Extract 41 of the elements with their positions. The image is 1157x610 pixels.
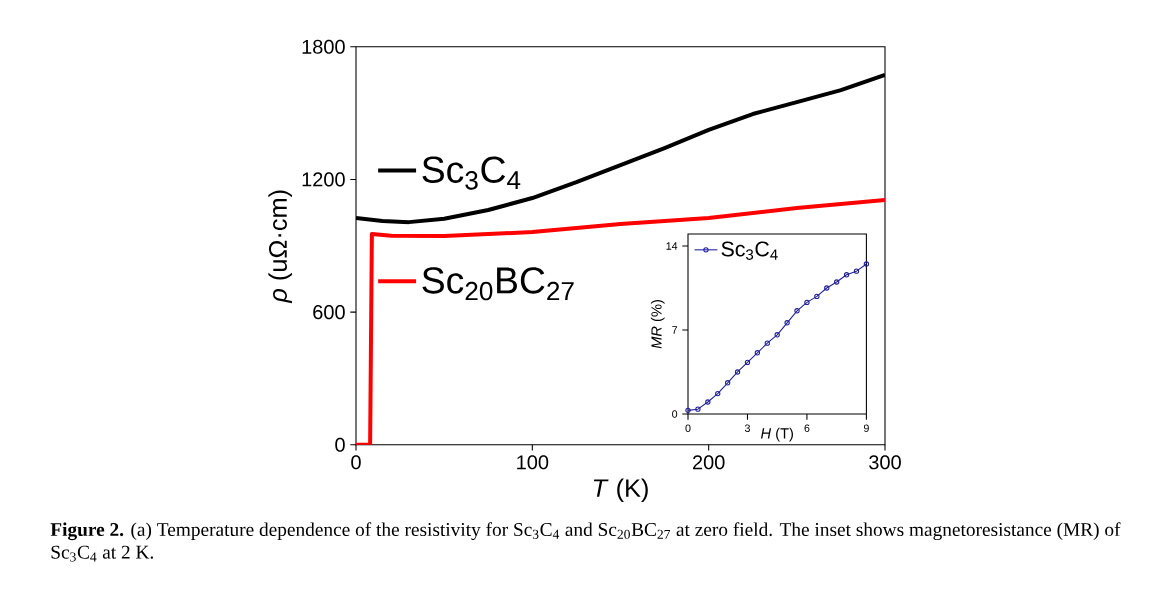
y-tick-label: 0: [672, 410, 678, 418]
point: [794, 308, 800, 314]
x-tick-label: 200: [692, 455, 725, 470]
x-axis-title: H (T): [760, 427, 793, 442]
y-tick-label: 600: [313, 305, 345, 320]
x-tick-label: 300: [869, 455, 901, 470]
legend-label: Sc$_{3}$C$_{4}$: [422, 156, 521, 190]
legend-label: Sc$_{20}$BC$_{27}$: [422, 267, 574, 301]
point: [784, 320, 790, 326]
point: [695, 406, 701, 412]
y-axis-title: MR (%): [650, 300, 665, 349]
y-tick-label: 7: [672, 326, 678, 334]
y-tick-label: 1800: [302, 39, 345, 54]
point: [734, 369, 741, 375]
point: [754, 350, 761, 356]
point: [764, 340, 770, 346]
line-series: [356, 198, 885, 445]
x-tick-label: 3: [744, 424, 750, 432]
legend-label: Sc$_{3}$C$_{4}$: [721, 241, 778, 260]
point: [774, 332, 780, 338]
point: [715, 390, 721, 397]
point: [834, 279, 840, 285]
x-tick-label: 9: [863, 424, 869, 432]
y-tick-label: 1200: [302, 172, 345, 187]
text: Figure 2. (a) Temperature dependence of the resistivity for Sc$_{3}$C$_{4}$ and Sc$_{20}$BC$_{27}$ at zero field. The inset shows magnetoresistance (MR) of Sc$_{3}$C$_{4}$ at 2 K.: [50, 522, 1121, 562]
x-tick-label: 100: [517, 455, 549, 470]
point: [814, 293, 820, 300]
point: [724, 380, 731, 386]
point: [804, 299, 810, 306]
y-tick-label: 14: [666, 242, 678, 250]
x-axis-title: T (K): [593, 478, 648, 503]
point: [853, 268, 860, 274]
y-tick-label: 0: [335, 437, 345, 452]
point: [705, 399, 711, 405]
y-axis-title: ρ (uΩ·cm): [268, 190, 292, 304]
x-tick-label: 0: [685, 424, 691, 432]
x-tick-label: 0: [351, 455, 361, 470]
x-tick-label: 6: [804, 424, 810, 432]
point: [744, 359, 751, 366]
point: [824, 285, 830, 291]
point: [843, 272, 850, 278]
